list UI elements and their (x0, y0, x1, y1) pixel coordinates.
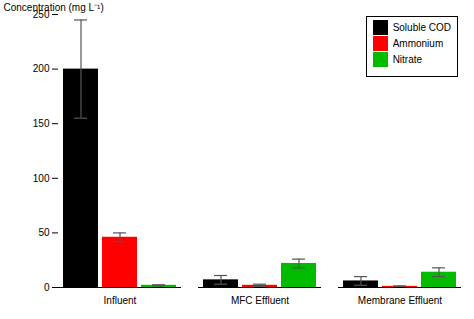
html-text:Soluble COD: Soluble COD (392, 22, 451, 33)
svg-text:200: 200 (33, 63, 50, 74)
svg-text:50: 50 (38, 227, 50, 238)
svg-text:250: 250 (32, 8, 50, 20)
svg-text:100: 100 (33, 173, 50, 184)
svg-text:Concentration (mg L⁻¹): Concentration (mg L⁻¹) (4, 2, 104, 13)
svg-text:150: 150 (33, 118, 50, 129)
html-text:Ammonium: Ammonium (392, 38, 444, 49)
svg-text:MFC Effluent: MFC Effluent (231, 295, 289, 306)
html-text:Nitrate: Nitrate (392, 54, 423, 65)
svg-text:Membrane Effluent: Membrane Effluent (358, 295, 443, 306)
svg-text:0: 0 (44, 282, 50, 293)
svg-text:Influent: Influent (104, 295, 137, 306)
